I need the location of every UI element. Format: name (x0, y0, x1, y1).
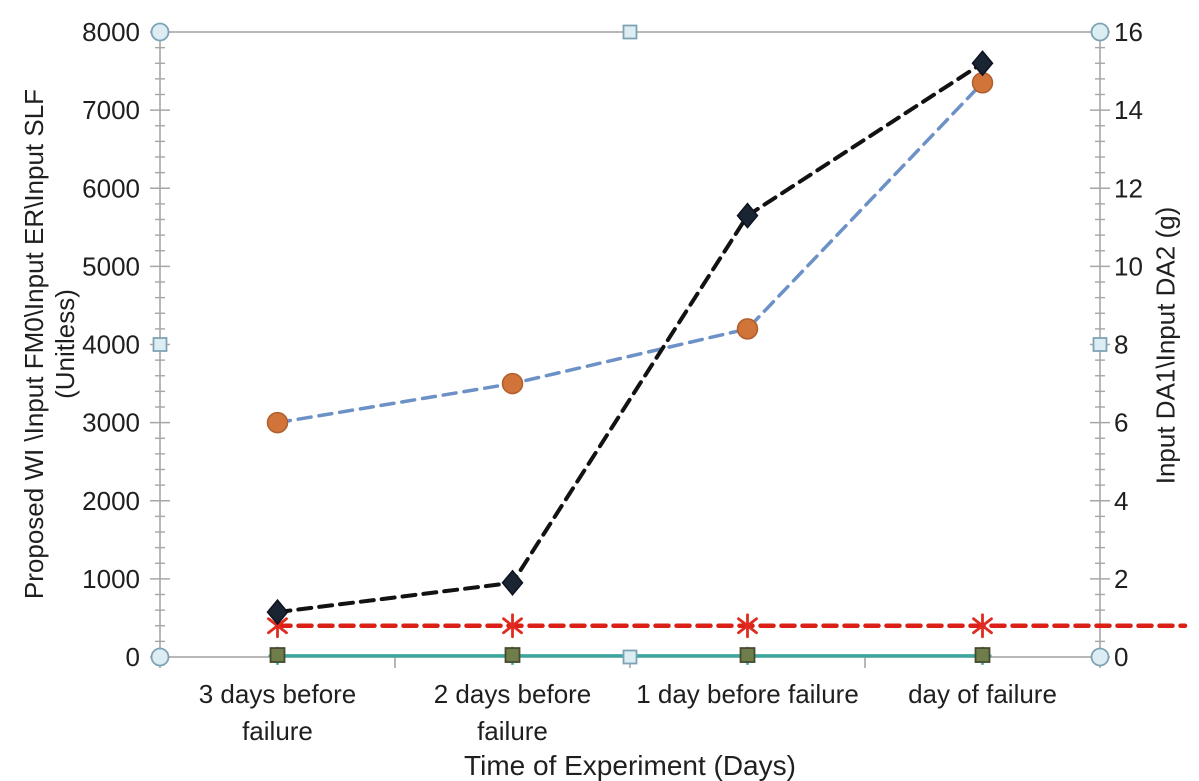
series-line-diamond (275, 61, 985, 615)
series-marker-circle (266, 411, 289, 434)
left-axis-tick-label: 8000 (82, 17, 140, 47)
right-axis-tick-label: 2 (1114, 564, 1128, 594)
selection-handle-corner[interactable] (1090, 22, 1110, 42)
left-axis-tick-label: 2000 (82, 486, 140, 516)
left-axis-tick-label: 3000 (82, 408, 140, 438)
right-axis-tick-label: 10 (1114, 251, 1143, 281)
series-marker-circle (501, 372, 524, 395)
left-axis-tick-label: 5000 (82, 251, 140, 281)
selection-handle-edge[interactable] (1092, 337, 1108, 352)
selection-handle-edge[interactable] (622, 24, 638, 40)
left-axis-title: Proposed WI \Input FM0\Input ER\Input SL… (19, 14, 81, 674)
x-category-label: 2 days before failure (383, 676, 643, 750)
x-category-label-line: 1 day before failure (636, 679, 859, 709)
selection-handle-corner[interactable] (150, 22, 170, 42)
series-marker-square (504, 647, 521, 663)
x-category-label-line: 2 days before (433, 679, 592, 709)
right-axis-tick-label: 4 (1114, 486, 1128, 516)
right-axis-tick-label: 6 (1114, 408, 1128, 438)
selection-handle-edge[interactable] (622, 649, 638, 665)
x-category-label: 1 day before failure (618, 676, 878, 713)
left-axis-tick-label: 6000 (82, 173, 140, 203)
right-axis-tick-label: 16 (1114, 17, 1143, 47)
x-category-label-line: 3 days before (198, 679, 357, 709)
left-axis-tick-label: 1000 (82, 564, 140, 594)
series-marker-diamond (971, 50, 994, 77)
right-axis-tick-label: 14 (1114, 95, 1143, 125)
series-marker-circle (736, 318, 759, 340)
x-category-label-line: failure (242, 716, 313, 746)
left-axis-title-line2: (Unitless) (50, 289, 80, 399)
left-axis-tick-label: 0 (126, 642, 140, 672)
selection-handle-edge[interactable] (152, 337, 168, 352)
series-marker-asterisk (972, 617, 993, 635)
right-axis-title: Input DA1\Input DA2 (g) (1150, 206, 1181, 485)
left-axis-tick-label: 7000 (82, 95, 140, 125)
selection-handle-corner[interactable] (1090, 647, 1110, 667)
x-category-label: day of failure (853, 676, 1113, 713)
series-marker-asterisk (502, 617, 523, 635)
x-axis-title: Time of Experiment (Days) (464, 750, 796, 781)
left-axis-title-line1: Proposed WI \Input FM0\Input ER\Input SL… (19, 88, 49, 600)
plot-area-border (159, 31, 1101, 658)
series-marker-diamond (736, 202, 759, 229)
series-marker-square (974, 647, 991, 663)
series-marker-square (739, 647, 756, 663)
series-marker-asterisk (737, 617, 758, 635)
right-axis-tick-label: 0 (1114, 642, 1128, 672)
series-marker-asterisk (267, 617, 288, 635)
selection-handle-corner[interactable] (150, 647, 170, 667)
series-line-circle (275, 81, 985, 425)
right-axis-tick-label: 12 (1114, 173, 1143, 203)
left-axis-tick-label: 4000 (82, 330, 140, 360)
x-category-label-line: failure (477, 716, 548, 746)
x-category-label-line: day of failure (908, 679, 1057, 709)
series-marker-square (269, 647, 286, 663)
x-category-label: 3 days before failure (148, 676, 408, 750)
right-axis-tick-label: 8 (1114, 330, 1128, 360)
series-marker-diamond (501, 569, 524, 596)
series-marker-diamond (266, 598, 289, 626)
